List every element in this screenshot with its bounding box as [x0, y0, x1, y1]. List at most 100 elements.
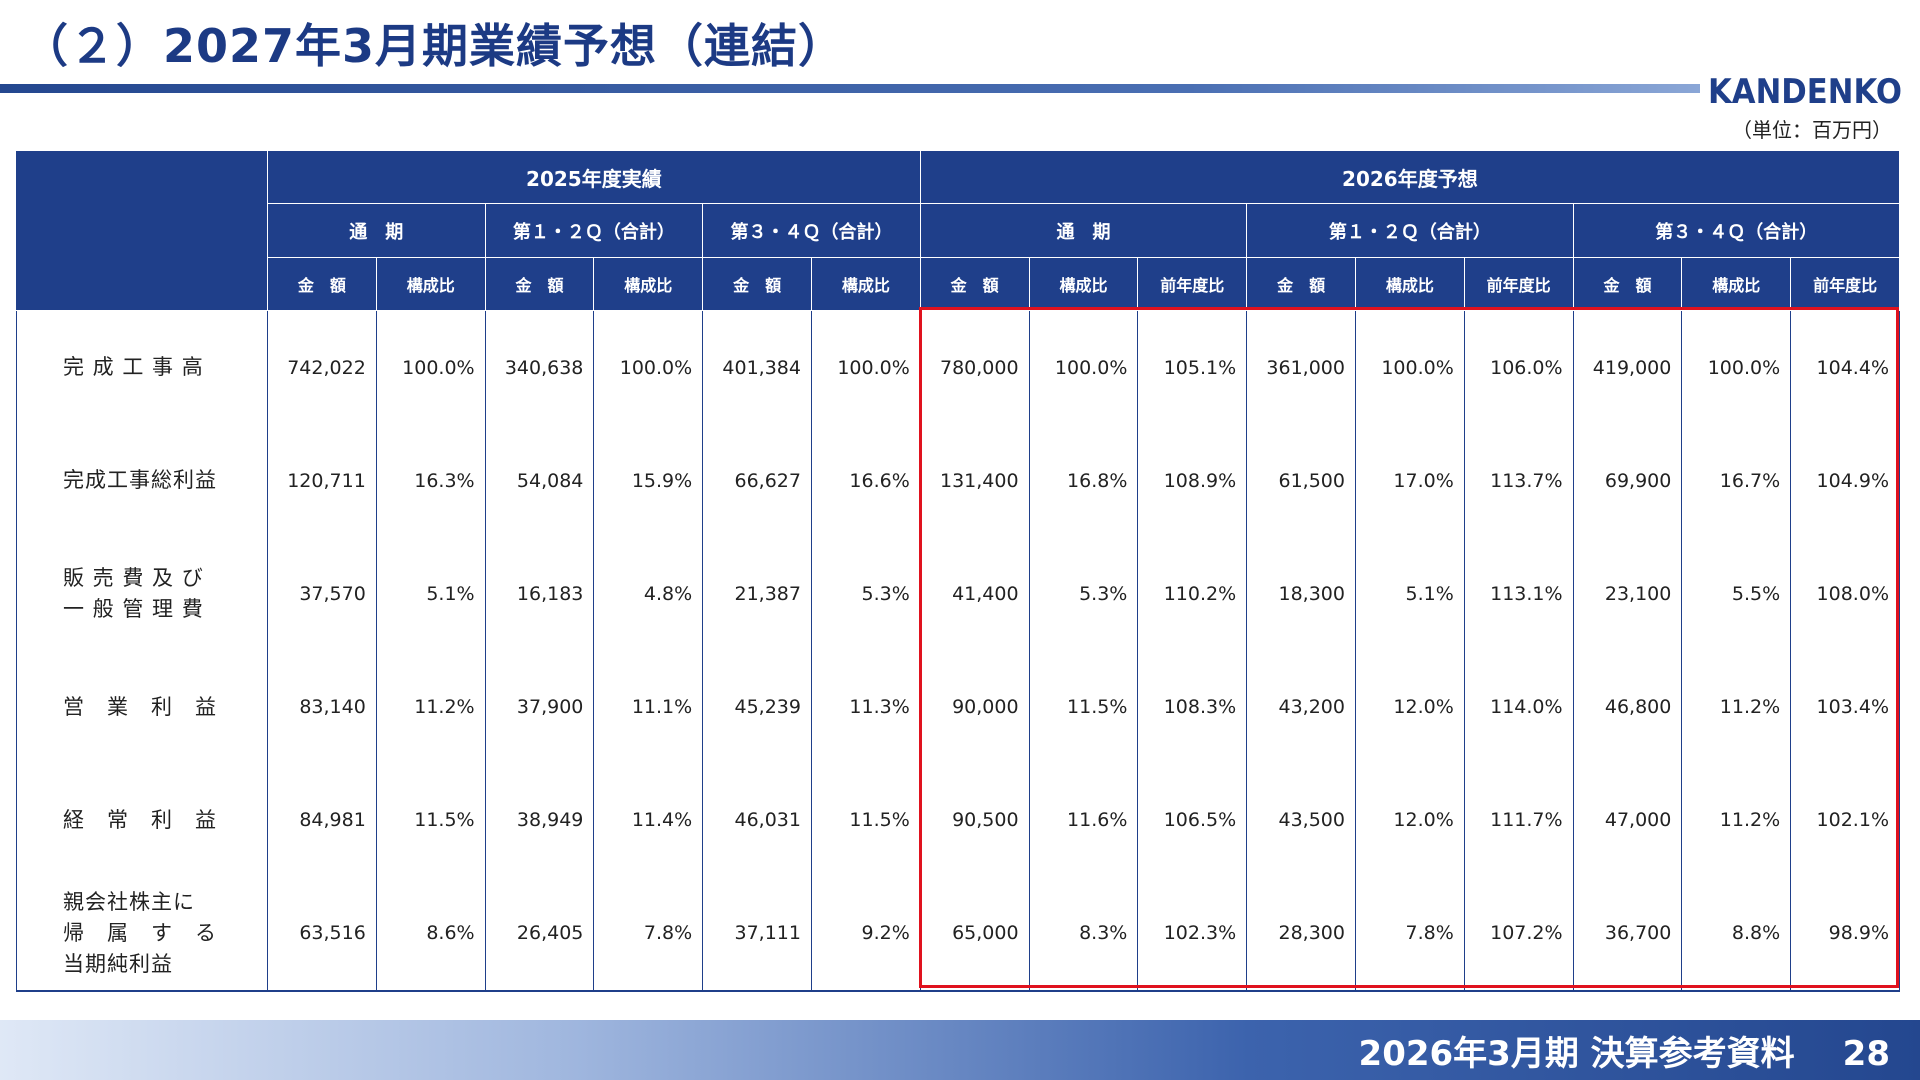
table-cell: 41,400	[919, 537, 1030, 651]
table-cell: 100.0%	[1028, 310, 1139, 425]
table-cell: 37,111	[702, 876, 812, 993]
table-cell: 16,183	[484, 537, 595, 651]
table-cell: 11.1%	[593, 650, 704, 764]
table-cell: 23,100	[1572, 537, 1683, 651]
table-cell: 5.3%	[1028, 537, 1139, 651]
table-cell: 47,000	[1572, 763, 1683, 877]
earnings-forecast-table: 2025年度実績 2026年度予想 通 期 第１・２Ｑ（合計） 第３・４Ｑ（合計…	[16, 150, 1901, 993]
table-cell: 11.2%	[375, 650, 486, 764]
period-header: 第３・４Ｑ（合計）	[1572, 203, 1901, 258]
table-cell: 28,300	[1246, 876, 1356, 993]
table-cell: 12.0%	[1354, 650, 1465, 764]
table-cell: 4.8%	[593, 537, 704, 651]
table-cell: 113.1%	[1463, 537, 1574, 651]
table-cell: 16.6%	[810, 424, 921, 538]
table-cell: 100.0%	[1681, 310, 1792, 425]
table-cell: 61,500	[1246, 424, 1356, 538]
column-header: 構成比	[1681, 257, 1792, 311]
column-header: 前年度比	[1790, 257, 1900, 311]
table-cell: 780,000	[919, 310, 1030, 425]
table-cell: 9.2%	[810, 876, 921, 993]
table-cell: 5.1%	[375, 537, 486, 651]
table-cell: 16.8%	[1028, 424, 1139, 538]
column-header: 金 額	[484, 257, 595, 311]
column-header: 構成比	[810, 257, 921, 311]
table-cell: 100.0%	[593, 310, 704, 425]
table-cell: 8.8%	[1681, 876, 1792, 993]
table-cell: 104.4%	[1790, 310, 1900, 425]
table-cell: 11.2%	[1681, 650, 1792, 764]
table-cell: 108.0%	[1790, 537, 1900, 651]
table-cell: 11.5%	[810, 763, 921, 877]
table-cell: 106.5%	[1137, 763, 1248, 877]
table-row: 完成工事総利益 120,711 16.3% 54,084 15.9% 66,627 16.6…	[16, 424, 1900, 538]
row-label: 販 売 費 及 び 一 般 管 理 費	[16, 537, 268, 651]
footer: 2026年3月期 決算参考資料 28	[1359, 1026, 1890, 1075]
column-header: 構成比	[1354, 257, 1465, 311]
table-cell: 107.2%	[1463, 876, 1574, 993]
table-cell: 37,900	[484, 650, 595, 764]
period-header: 第３・４Ｑ（合計）	[702, 203, 921, 258]
page-title: （２）2027年3月期業績予想（連結）	[22, 19, 846, 73]
table-row: 販 売 費 及 び 一 般 管 理 費 37,570 5.1% 16,183 4.8% 2…	[16, 537, 1900, 651]
table-cell: 90,500	[919, 763, 1030, 877]
svg-text:KANDENKO: KANDENKO	[1708, 72, 1902, 110]
table-cell: 18,300	[1246, 537, 1356, 651]
column-header: 構成比	[375, 257, 486, 311]
table-cell: 46,800	[1572, 650, 1683, 764]
table-cell: 11.5%	[1028, 650, 1139, 764]
header-corner	[16, 150, 268, 311]
table-row: 経 常 利 益 84,981 11.5% 38,949 11.4% 46,031 11.5%…	[16, 763, 1900, 877]
table-cell: 54,084	[484, 424, 595, 538]
title-divider	[0, 84, 1700, 93]
table-cell: 100.0%	[1354, 310, 1465, 425]
table-cell: 83,140	[267, 650, 377, 764]
table-cell: 105.1%	[1137, 310, 1248, 425]
table-cell: 38,949	[484, 763, 595, 877]
column-header: 金 額	[702, 257, 812, 311]
table-cell: 106.0%	[1463, 310, 1574, 425]
table-cell: 21,387	[702, 537, 812, 651]
table-cell: 11.3%	[810, 650, 921, 764]
table-cell: 5.1%	[1354, 537, 1465, 651]
period-header: 第１・２Ｑ（合計）	[484, 203, 704, 258]
table-cell: 110.2%	[1137, 537, 1248, 651]
table-cell: 340,638	[484, 310, 595, 425]
table-cell: 11.5%	[375, 763, 486, 877]
table-cell: 5.3%	[810, 537, 921, 651]
table-cell: 17.0%	[1354, 424, 1465, 538]
table-cell: 66,627	[702, 424, 812, 538]
table-cell: 43,200	[1246, 650, 1356, 764]
column-header: 金 額	[1572, 257, 1683, 311]
table-cell: 100.0%	[375, 310, 486, 425]
table-cell: 36,700	[1572, 876, 1683, 993]
table-cell: 15.9%	[593, 424, 704, 538]
unit-note: （単位：百万円）	[1732, 118, 1892, 142]
table-cell: 12.0%	[1354, 763, 1465, 877]
table-cell: 131,400	[919, 424, 1030, 538]
table-cell: 16.3%	[375, 424, 486, 538]
period-header: 通 期	[919, 203, 1248, 258]
row-label: 営 業 利 益	[16, 650, 268, 764]
table-cell: 26,405	[484, 876, 595, 993]
table-cell: 43,500	[1246, 763, 1356, 877]
group-header-actual: 2025年度実績	[267, 150, 921, 204]
table-cell: 113.7%	[1463, 424, 1574, 538]
table-cell: 98.9%	[1790, 876, 1900, 993]
kandenko-logo: KANDENKO	[1708, 72, 1902, 110]
table-cell: 65,000	[919, 876, 1030, 993]
table-row: 親会社株主に 帰 属 す る 当期純利益 63,516 8.6% 26,405 7.8%…	[16, 876, 1900, 993]
table-row: 完 成 工 事 高 742,022 100.0% 340,638 100.0% 401,3…	[16, 310, 1900, 425]
table-cell: 90,000	[919, 650, 1030, 764]
table-cell: 11.4%	[593, 763, 704, 877]
row-label: 完 成 工 事 高	[16, 310, 268, 425]
page-number: 28	[1842, 1034, 1890, 1074]
table-cell: 111.7%	[1463, 763, 1574, 877]
table-cell: 11.6%	[1028, 763, 1139, 877]
table-cell: 100.0%	[810, 310, 921, 425]
column-header: 金 額	[1246, 257, 1356, 311]
column-header: 金 額	[267, 257, 377, 311]
table-cell: 63,516	[267, 876, 377, 993]
table-cell: 401,384	[702, 310, 812, 425]
table-cell: 16.7%	[1681, 424, 1792, 538]
